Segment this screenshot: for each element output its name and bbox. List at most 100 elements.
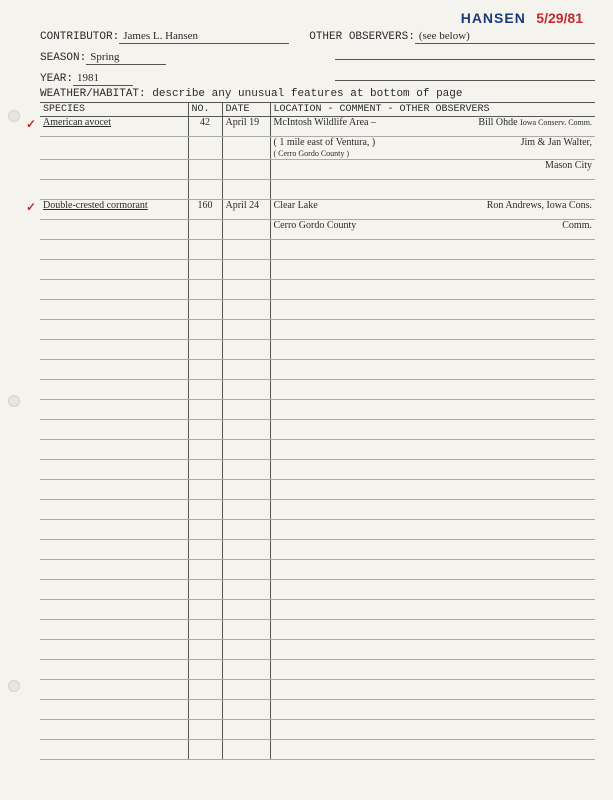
blank-line — [335, 67, 595, 81]
date-cell — [222, 719, 270, 739]
location-cell — [270, 659, 595, 679]
table-row — [40, 719, 595, 739]
species-cell — [40, 319, 188, 339]
table-row — [40, 179, 595, 199]
species-cell — [40, 559, 188, 579]
date-cell — [222, 159, 270, 179]
table-row — [40, 239, 595, 259]
date-cell — [222, 699, 270, 719]
count-cell — [188, 539, 222, 559]
season-label: SEASON: — [40, 52, 86, 64]
species-cell — [40, 359, 188, 379]
location-cell — [270, 359, 595, 379]
species-cell — [40, 479, 188, 499]
table-row: ✓American avocet42April 19McIntosh Wildl… — [40, 117, 595, 137]
checkmark-icon: ✓ — [26, 200, 36, 214]
count-cell — [188, 659, 222, 679]
date-cell — [222, 679, 270, 699]
form-page: CONTRIBUTOR: James L. Hansen OTHER OBSER… — [40, 30, 595, 760]
contributor-row: CONTRIBUTOR: James L. Hansen OTHER OBSER… — [40, 30, 595, 44]
date-cell — [222, 579, 270, 599]
date-cell — [222, 179, 270, 199]
location-cell — [270, 479, 595, 499]
count-cell — [188, 559, 222, 579]
table-row — [40, 459, 595, 479]
count-cell — [188, 439, 222, 459]
checkmark-icon: ✓ — [26, 117, 36, 131]
contributor-value: James L. Hansen — [119, 30, 289, 44]
date-cell — [222, 399, 270, 419]
date-cell — [222, 539, 270, 559]
count-cell: 160 — [188, 199, 222, 219]
date-cell — [222, 219, 270, 239]
species-cell — [40, 419, 188, 439]
table-row — [40, 739, 595, 759]
count-cell — [188, 399, 222, 419]
table-row — [40, 659, 595, 679]
date-cell — [222, 599, 270, 619]
species-cell: ✓American avocet — [40, 117, 188, 137]
binder-hole — [8, 680, 20, 692]
location-cell — [270, 619, 595, 639]
count-cell — [188, 419, 222, 439]
weather-label: WEATHER/HABITAT: describe any unusual fe… — [40, 88, 595, 100]
table-row — [40, 639, 595, 659]
contributor-label: CONTRIBUTOR: — [40, 31, 119, 43]
table-row — [40, 699, 595, 719]
count-cell — [188, 739, 222, 759]
species-cell — [40, 599, 188, 619]
count-cell — [188, 459, 222, 479]
date-cell — [222, 519, 270, 539]
species-cell — [40, 399, 188, 419]
location-cell: McIntosh Wildlife Area –Bill Ohde Iowa C… — [270, 117, 595, 137]
table-row — [40, 299, 595, 319]
location-cell — [270, 579, 595, 599]
location-cell — [270, 519, 595, 539]
date-cell — [222, 439, 270, 459]
count-cell — [188, 579, 222, 599]
location-cell — [270, 599, 595, 619]
table-row — [40, 619, 595, 639]
species-cell — [40, 539, 188, 559]
date-cell — [222, 379, 270, 399]
count-cell: 42 — [188, 117, 222, 137]
species-cell — [40, 639, 188, 659]
table-row — [40, 559, 595, 579]
location-cell — [270, 639, 595, 659]
location-cell — [270, 439, 595, 459]
count-cell — [188, 279, 222, 299]
species-cell — [40, 179, 188, 199]
table-row — [40, 599, 595, 619]
count-cell — [188, 699, 222, 719]
location-cell — [270, 319, 595, 339]
date-cell — [222, 499, 270, 519]
count-cell — [188, 379, 222, 399]
date-cell: April 24 — [222, 199, 270, 219]
species-cell — [40, 259, 188, 279]
table-row — [40, 439, 595, 459]
location-cell — [270, 339, 595, 359]
location-cell — [270, 539, 595, 559]
table-row: ✓Double-crested cormorant160April 24Clea… — [40, 199, 595, 219]
date-cell — [222, 619, 270, 639]
table-row — [40, 359, 595, 379]
species-cell — [40, 459, 188, 479]
table-row — [40, 399, 595, 419]
count-cell — [188, 639, 222, 659]
table-row — [40, 259, 595, 279]
count-cell — [188, 359, 222, 379]
species-cell — [40, 739, 188, 759]
count-cell — [188, 259, 222, 279]
year-value: 1981 — [73, 72, 133, 86]
date-cell: April 19 — [222, 117, 270, 137]
season-value: Spring — [86, 51, 166, 65]
location-cell: Clear LakeRon Andrews, Iowa Cons. — [270, 199, 595, 219]
count-cell — [188, 519, 222, 539]
species-cell: ✓Double-crested cormorant — [40, 199, 188, 219]
location-cell — [270, 699, 595, 719]
annotation-date: 5/29/81 — [536, 10, 583, 26]
table-row: Cerro Gordo CountyComm. — [40, 219, 595, 239]
table-row: Mason City — [40, 159, 595, 179]
date-cell — [222, 459, 270, 479]
location-cell: Cerro Gordo CountyComm. — [270, 219, 595, 239]
